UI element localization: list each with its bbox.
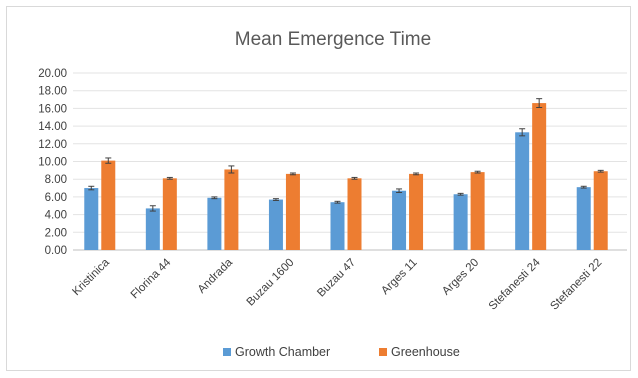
error-bar — [457, 192, 464, 196]
y-tick-label: 12.00 — [38, 139, 67, 151]
y-tick-label: 10.00 — [38, 157, 67, 169]
bar-growth-chamber — [515, 132, 530, 250]
error-bar — [149, 205, 156, 212]
error-bar — [105, 157, 112, 164]
error-bar — [228, 165, 235, 174]
bar-greenhouse — [532, 103, 547, 250]
bar-growth-chamber — [268, 199, 283, 250]
x-tick-label: Andrada — [196, 256, 236, 296]
bar-growth-chamber — [392, 190, 407, 250]
y-tick-label: 6.00 — [45, 192, 67, 204]
bar-chart: Mean Emergence Time 0.00 2.00 4.00 6.00 8.00… — [38, 29, 627, 359]
x-axis-tick-labels: Kristinica Florina 44 Andrada Buzau 1600 Buz… — [70, 256, 604, 312]
error-bar — [289, 172, 296, 176]
error-bar — [474, 170, 481, 174]
error-bar — [396, 188, 403, 193]
bar-greenhouse — [285, 173, 300, 250]
error-bar — [166, 176, 173, 180]
error-bar — [272, 198, 279, 201]
x-tick-label: Florina 44 — [129, 256, 174, 301]
bar-greenhouse — [162, 178, 177, 250]
x-tick-label: Buzau 1600 — [245, 257, 297, 309]
bar-greenhouse — [409, 173, 424, 250]
bar-greenhouse — [347, 178, 362, 250]
error-bar — [580, 185, 587, 189]
y-tick-label: 14.00 — [38, 121, 67, 133]
error-bar — [351, 176, 358, 180]
x-tick-label: Stefanesti 24 — [487, 256, 543, 312]
y-tick-label: 8.00 — [45, 174, 67, 186]
chart-title: Mean Emergence Time — [235, 29, 431, 50]
y-tick-label: 20.00 — [38, 68, 67, 80]
error-bar — [334, 200, 341, 204]
y-tick-label: 4.00 — [45, 210, 67, 222]
legend-swatch — [223, 348, 231, 356]
y-axis-tick-labels: 0.00 2.00 4.00 6.00 8.00 10.00 12.00 14.00 16.00… — [38, 68, 67, 257]
bar-growth-chamber — [207, 197, 222, 250]
error-bar — [519, 128, 526, 137]
bar-greenhouse — [224, 169, 239, 250]
bar-greenhouse — [101, 160, 116, 250]
y-tick-label: 0.00 — [45, 245, 67, 257]
legend[interactable]: Growth Chamber Greenhouse — [223, 345, 460, 359]
error-bar — [211, 196, 218, 200]
bar-growth-chamber — [330, 202, 345, 250]
error-bar — [88, 185, 95, 191]
y-tick-label: 18.00 — [38, 86, 67, 98]
bar-growth-chamber — [145, 208, 160, 250]
y-tick-label: 2.00 — [45, 227, 67, 239]
legend-label: Growth Chamber — [235, 345, 330, 359]
x-tick-label: Buzau 47 — [315, 257, 358, 300]
error-bar — [413, 172, 420, 176]
x-tick-label: Arges 20 — [440, 257, 481, 298]
bar-greenhouse — [593, 171, 608, 250]
bar-greenhouse — [470, 172, 485, 250]
legend-item-greenhouse[interactable]: Greenhouse — [379, 345, 460, 359]
bar-growth-chamber — [453, 194, 468, 250]
y-tick-label: 16.00 — [38, 103, 67, 115]
x-tick-label: Arges 11 — [379, 257, 419, 297]
legend-label: Greenhouse — [391, 345, 460, 359]
chart-area: Mean Emergence Time 0.00 2.00 4.00 6.00 8.00… — [6, 6, 631, 371]
bars — [84, 98, 608, 250]
x-tick-label: Kristinica — [70, 256, 112, 298]
bar-growth-chamber — [84, 188, 99, 250]
legend-item-growth-chamber[interactable]: Growth Chamber — [223, 345, 330, 359]
x-tick-label: Stefanesti 22 — [548, 257, 604, 313]
error-bar — [536, 98, 543, 109]
error-bar — [597, 169, 604, 173]
legend-swatch — [379, 348, 387, 356]
bar-growth-chamber — [576, 187, 591, 250]
